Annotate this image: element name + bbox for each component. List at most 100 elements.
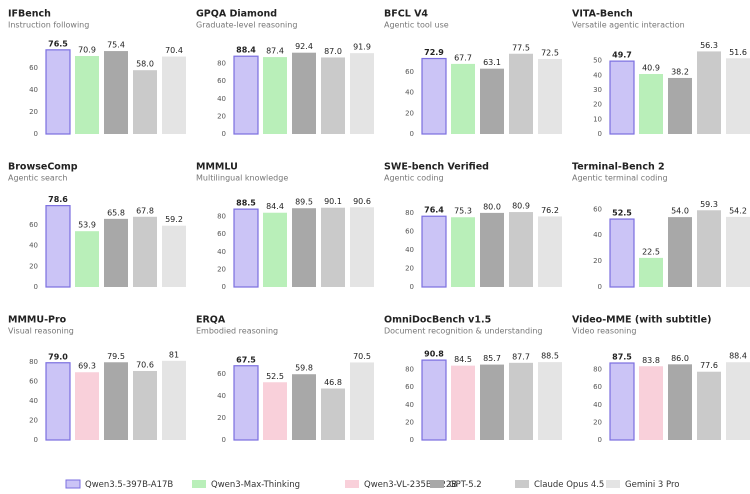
bar (104, 51, 128, 135)
value-label: 80.0 (483, 202, 501, 211)
bar (668, 77, 692, 134)
chart-subtitle: Document recognition & understanding (384, 327, 543, 336)
legend-swatch (606, 480, 620, 488)
bar (639, 74, 663, 134)
value-label: 83.8 (642, 356, 660, 365)
bar (104, 218, 128, 287)
bar (45, 362, 71, 441)
y-tick-label: 20 (405, 109, 414, 117)
y-tick-label: 0 (222, 283, 226, 291)
y-tick-label: 60 (405, 227, 414, 235)
y-tick-label: 0 (410, 436, 414, 444)
bar (639, 366, 663, 440)
bar (75, 231, 99, 287)
value-label: 70.9 (78, 46, 96, 55)
value-label: 91.9 (353, 43, 371, 52)
value-label: 40.9 (642, 64, 660, 73)
y-tick-label: 80 (29, 358, 38, 366)
bar (233, 365, 259, 441)
value-label: 84.5 (454, 355, 472, 364)
value-label: 53.9 (78, 221, 96, 230)
y-tick-label: 60 (29, 221, 38, 229)
value-label: 52.5 (266, 372, 284, 381)
value-label: 88.4 (729, 352, 747, 361)
y-tick-label: 20 (593, 101, 602, 109)
bar (668, 364, 692, 440)
value-label: 75.4 (107, 41, 125, 50)
value-label: 90.8 (424, 350, 444, 359)
value-label: 46.8 (324, 378, 342, 387)
value-label: 59.3 (700, 200, 718, 209)
bar (321, 57, 345, 134)
value-label: 65.8 (107, 208, 125, 217)
bar (480, 68, 504, 134)
bar (538, 216, 562, 287)
value-label: 92.4 (295, 42, 313, 51)
bar (697, 210, 721, 287)
value-label: 79.5 (107, 352, 125, 361)
value-label: 67.5 (236, 355, 256, 364)
bar (263, 382, 287, 440)
chart-subtitle: Visual reasoning (8, 327, 74, 336)
legend-label: GPT-5.2 (449, 480, 482, 490)
bar (639, 257, 663, 287)
bar (162, 360, 186, 440)
bar (350, 362, 374, 440)
value-label: 54.2 (729, 206, 747, 215)
bar (350, 53, 374, 134)
bar (321, 388, 345, 440)
y-tick-label: 20 (29, 416, 38, 424)
value-label: 77.5 (512, 43, 530, 52)
chart-subtitle: Video reasoning (572, 327, 636, 336)
value-label: 69.3 (78, 362, 96, 371)
bar (451, 217, 475, 287)
y-tick-label: 0 (410, 130, 414, 138)
chart-subtitle: Agentic terminal coding (572, 174, 668, 183)
bar (480, 364, 504, 440)
value-label: 76.5 (48, 39, 68, 48)
value-label: 72.9 (424, 48, 444, 57)
y-tick-label: 80 (217, 60, 226, 68)
y-tick-label: 60 (217, 230, 226, 238)
legend-swatch (515, 480, 529, 488)
y-tick-label: 0 (34, 283, 38, 291)
legend-swatch (192, 480, 206, 488)
chart-subtitle: Multilingual knowledge (196, 174, 288, 183)
value-label: 72.5 (541, 48, 559, 57)
bar (538, 362, 562, 440)
bar (75, 56, 99, 135)
y-tick-label: 20 (217, 265, 226, 273)
chart-title: GPQA Diamond (196, 9, 277, 20)
bar (509, 212, 533, 287)
chart-title: Video-MME (with subtitle) (572, 315, 711, 326)
bar (233, 208, 259, 288)
value-label: 86.0 (671, 354, 689, 363)
value-label: 87.5 (612, 353, 632, 362)
legend-label: Claude Opus 4.5 (534, 480, 604, 490)
y-tick-label: 20 (29, 262, 38, 270)
y-tick-label: 40 (217, 248, 226, 256)
bar (609, 218, 635, 288)
bar (162, 56, 186, 135)
value-label: 85.7 (483, 354, 501, 363)
value-label: 75.3 (454, 207, 472, 216)
y-tick-label: 40 (405, 89, 414, 97)
bar (162, 225, 186, 287)
y-tick-label: 80 (593, 366, 602, 374)
legend-label: Qwen3.5-397B-A17B (85, 480, 173, 490)
y-tick-label: 60 (405, 68, 414, 76)
value-label: 87.7 (512, 352, 530, 361)
y-tick-label: 80 (405, 366, 414, 374)
value-label: 54.0 (671, 207, 689, 216)
bar (133, 70, 157, 134)
value-label: 59.2 (165, 215, 183, 224)
bar (292, 52, 316, 134)
bar (697, 371, 721, 440)
y-tick-label: 20 (217, 112, 226, 120)
bar (421, 359, 447, 441)
y-tick-label: 60 (29, 377, 38, 385)
y-tick-label: 50 (593, 57, 602, 65)
value-label: 89.5 (295, 198, 313, 207)
y-tick-label: 0 (598, 436, 602, 444)
value-label: 81 (169, 350, 179, 359)
